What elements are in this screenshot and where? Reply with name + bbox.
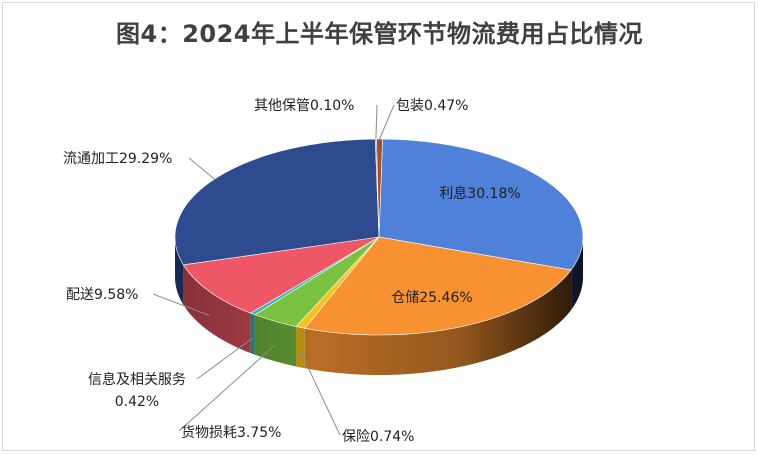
slice-side-e4bf9de999a9: [296, 326, 305, 369]
pie-tops: [174, 138, 584, 336]
leader-line-e4bf9de999a9: [299, 351, 341, 436]
slice-e6b581e9809ae58aa0e5b7a5[interactable]: [174, 138, 380, 266]
chart-title: 图4：2024年上半年保管环节物流费用占比情况: [116, 20, 643, 48]
slice-side-e588a9e681af: [571, 237, 583, 310]
slice-label-e4bfa1e681afe58f8ae79bb8e585b3e69c8de58aa1: 信息及相关服务 0.42%: [88, 371, 186, 410]
slice-e9858de98081[interactable]: [182, 236, 380, 314]
slice-e588a9e681af[interactable]: [378, 138, 584, 271]
slice-label-e9858de98081: 配送9.58%: [66, 287, 138, 303]
leader-line-e4bfa1e681afe58f8ae79bb8e585b3e69c8de58aa1: [196, 337, 254, 380]
slice-label-e4bf9de999a9: 保险0.74%: [342, 429, 414, 445]
slice-e4bb93e582a8[interactable]: [304, 236, 572, 336]
leader-line-e8b4a7e789a9e68d9fe88097: [178, 344, 276, 432]
slice-labels: 利息30.18% 仓储25.46% 保险0.74% 货物损耗3.75% 信息及相关服务 0…: [63, 98, 521, 445]
slice-side-e6b581e9809ae58aa0e5b7a5: [175, 237, 184, 305]
leader-lines: [152, 104, 395, 436]
slice-side-e4bfa1e681afe58f8ae79bb8e585b3e69c8de58aa1: [250, 313, 255, 355]
slice-label-e588a9e681af: 利息30.18%: [439, 185, 520, 202]
leader-line-e58c85e8a385: [379, 104, 395, 140]
leader-line-e9858de98081: [152, 293, 210, 316]
slice-label-e6b581e9809ae58aa0e5b7a5: 流通加工29.29%: [63, 151, 172, 167]
slice-side-e9858de98081: [183, 264, 251, 354]
slice-label-e8b4a7e789a9e68d9fe88097: 货物损耗3.75%: [181, 424, 281, 441]
slice-label-e58c85e8a385: 包装0.47%: [396, 98, 468, 114]
slice-side-e4bb93e582a8: [304, 269, 572, 375]
leader-line-e6b581e9809ae58aa0e5b7a5: [188, 157, 215, 180]
slice-label-e585b6e4bb96e4bf9de7aea1: 其他保管0.10%: [254, 98, 354, 114]
slice-label-e4bb93e582a8: 仓储25.46%: [391, 290, 472, 306]
leader-line-e585b6e4bb96e4bf9de7aea1: [375, 104, 378, 140]
